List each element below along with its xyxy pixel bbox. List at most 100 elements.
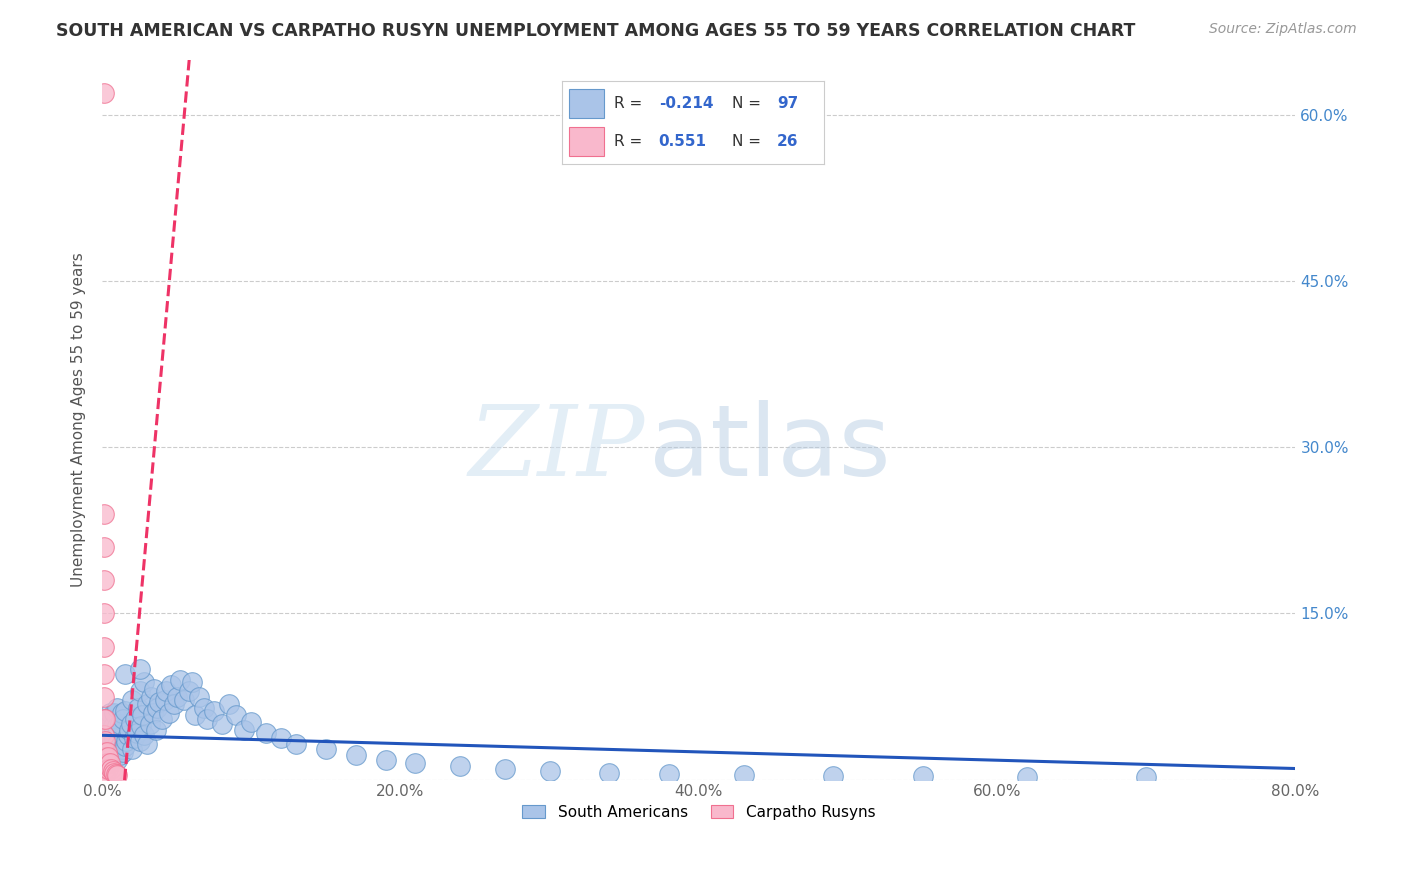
Point [157, 706, 180, 720]
Point [240, 714, 263, 729]
Point [94, 717, 117, 731]
Point [104, 745, 127, 759]
Point [97, 731, 120, 745]
Point [104, 767, 127, 781]
Point [110, 741, 132, 756]
Point [96, 712, 118, 726]
Point [97, 750, 120, 764]
Point [136, 737, 159, 751]
Point [122, 731, 145, 745]
Point [125, 726, 148, 740]
Point [105, 700, 128, 714]
Point [173, 693, 195, 707]
Point [202, 704, 225, 718]
Point [225, 708, 247, 723]
Point [114, 739, 136, 754]
Point [449, 759, 471, 773]
Point [98, 756, 121, 770]
Point [93, 540, 115, 554]
Point [658, 767, 681, 781]
Text: ZIP: ZIP [468, 401, 645, 496]
Point [148, 695, 170, 709]
Point [494, 762, 516, 776]
Point [143, 681, 166, 696]
Point [97, 750, 120, 764]
Point [114, 704, 136, 718]
Point [344, 748, 367, 763]
Point [114, 667, 136, 681]
Point [141, 690, 163, 704]
Point [93, 640, 115, 654]
Point [105, 719, 128, 733]
Point [98, 748, 121, 763]
Point [128, 662, 150, 676]
Text: SOUTH AMERICAN VS CARPATHO RUSYN UNEMPLOYMENT AMONG AGES 55 TO 59 YEARS CORRELAT: SOUTH AMERICAN VS CARPATHO RUSYN UNEMPLO… [56, 22, 1136, 40]
Point [911, 769, 934, 783]
Point [169, 673, 191, 687]
Point [132, 675, 155, 690]
Point [93, 86, 115, 100]
Point [120, 717, 142, 731]
Point [105, 753, 128, 767]
Point [127, 700, 149, 714]
Point [121, 741, 143, 756]
Point [103, 731, 125, 745]
Point [93, 573, 115, 587]
Text: Source: ZipAtlas.com: Source: ZipAtlas.com [1209, 22, 1357, 37]
Point [155, 684, 177, 698]
Point [93, 728, 115, 742]
Point [96, 745, 118, 759]
Point [159, 678, 181, 692]
Point [105, 737, 128, 751]
Point [94, 750, 117, 764]
Point [93, 690, 115, 704]
Point [128, 684, 150, 698]
Point [93, 734, 115, 748]
Point [94, 712, 117, 726]
Point [404, 756, 426, 770]
Point [101, 719, 124, 733]
Point [110, 706, 132, 720]
Point [93, 745, 115, 759]
Point [98, 728, 121, 742]
Text: atlas: atlas [648, 400, 890, 497]
Point [112, 745, 135, 759]
Point [94, 767, 117, 781]
Point [129, 719, 152, 733]
Point [180, 675, 202, 690]
Point [538, 764, 561, 778]
Point [97, 712, 120, 726]
Point [101, 748, 124, 763]
Point [118, 723, 141, 737]
Point [146, 700, 169, 714]
Point [115, 734, 138, 748]
Point [315, 741, 337, 756]
Point [285, 737, 308, 751]
Point [145, 723, 167, 737]
Point [117, 728, 139, 742]
Point [94, 734, 117, 748]
Point [101, 764, 124, 778]
Point [195, 712, 218, 726]
Point [93, 712, 115, 726]
Point [177, 684, 200, 698]
Point [124, 712, 146, 726]
Point [183, 708, 205, 723]
Point [374, 753, 396, 767]
Point [218, 698, 240, 712]
Point [163, 698, 186, 712]
Point [100, 753, 122, 767]
Point [98, 706, 121, 720]
Point [93, 667, 115, 681]
Point [150, 712, 173, 726]
Point [128, 734, 150, 748]
Point [94, 762, 117, 776]
Point [131, 708, 153, 723]
Point [103, 766, 125, 780]
Point [142, 706, 165, 720]
Point [132, 728, 155, 742]
Point [193, 700, 215, 714]
Point [103, 706, 125, 720]
Point [96, 745, 118, 759]
Point [108, 717, 131, 731]
